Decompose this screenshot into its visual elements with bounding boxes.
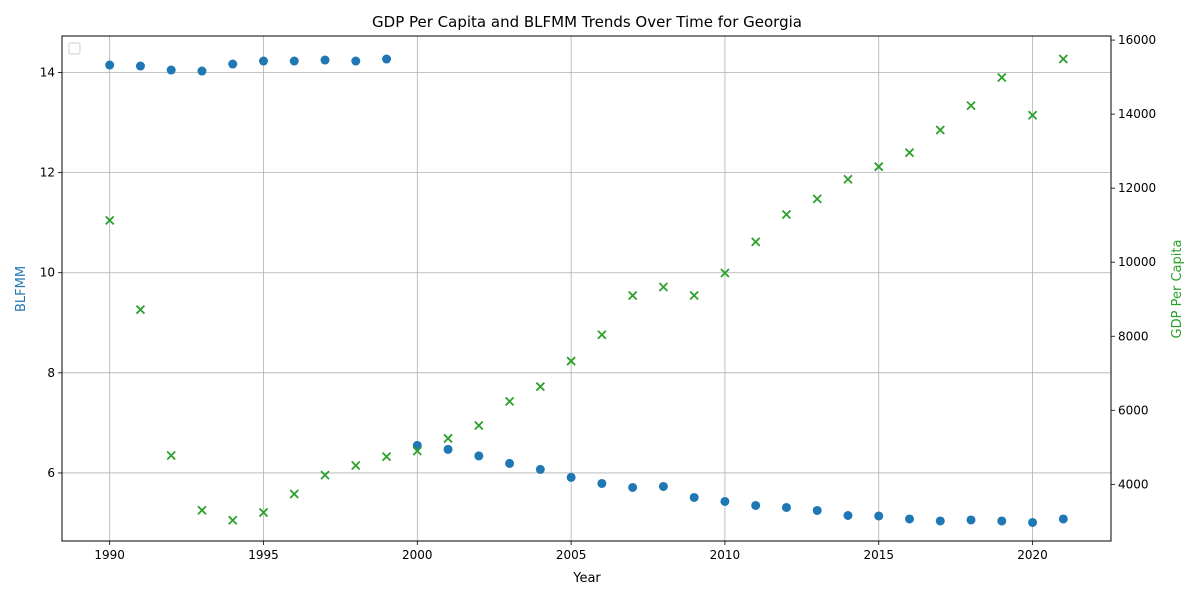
gdp-per-capita-series	[105, 54, 1068, 525]
gdp-point	[289, 489, 299, 499]
blfmm-point	[689, 492, 699, 502]
blfmm-point	[228, 59, 238, 69]
left-y-tick-label: 8	[47, 366, 55, 380]
blfmm-point	[874, 511, 884, 521]
gdp-point	[166, 450, 176, 461]
gdp-point	[412, 446, 422, 456]
right-y-tick-label: 14000	[1118, 107, 1156, 121]
blfmm-series	[105, 54, 1068, 527]
blfmm-point	[443, 444, 453, 454]
gdp-point	[874, 162, 884, 172]
plot-frame	[61, 35, 1112, 542]
gdp-point	[720, 268, 730, 278]
x-axis-ticks: 1990 1995 2000 2005 2010 2015 2020	[94, 541, 1048, 562]
gdp-point	[197, 505, 207, 515]
gdp-point	[812, 194, 822, 204]
left-y-tick-label: 12	[40, 166, 55, 180]
gdp-point	[228, 515, 238, 525]
blfmm-point	[258, 56, 268, 66]
right-y-tick-label: 10000	[1118, 255, 1156, 269]
gdp-point	[843, 174, 853, 184]
blfmm-point	[320, 55, 330, 65]
grid-layer	[62, 36, 1111, 541]
gdp-point	[597, 330, 607, 340]
gdp-point	[443, 433, 453, 444]
blfmm-point	[474, 451, 484, 461]
blfmm-point	[905, 514, 915, 524]
blfmm-point	[658, 481, 668, 491]
gdp-point	[628, 290, 638, 301]
gdp-point	[566, 356, 576, 366]
gdp-point	[351, 460, 361, 471]
gdp-point	[381, 451, 392, 462]
blfmm-point	[597, 478, 607, 488]
blfmm-point	[535, 464, 545, 474]
gdp-point	[1027, 110, 1038, 120]
blfmm-point	[966, 515, 976, 525]
x-tick-label: 2010	[710, 548, 741, 562]
blfmm-point	[751, 500, 761, 510]
left-y-tick-label: 6	[47, 466, 55, 480]
left-y-axis-ticks: 6 8 10 12 14	[40, 66, 62, 480]
blfmm-point	[135, 61, 145, 71]
gdp-point	[997, 72, 1007, 83]
blfmm-point	[1058, 514, 1068, 524]
gdp-point	[658, 282, 669, 292]
legend-box	[68, 42, 81, 55]
x-tick-label: 1990	[94, 548, 125, 562]
gdp-point	[105, 215, 115, 226]
blfmm-point	[935, 516, 945, 526]
gdp-point	[751, 237, 761, 247]
blfmm-point	[781, 502, 791, 512]
left-y-tick-label: 14	[40, 66, 55, 80]
blfmm-point	[720, 496, 730, 506]
gdp-point	[535, 381, 545, 392]
axes-frame	[61, 35, 1112, 542]
x-tick-label: 2020	[1017, 548, 1048, 562]
right-y-axis-label: GDP Per Capita	[1170, 240, 1185, 339]
gdp-point	[135, 304, 146, 315]
right-y-axis-ticks: 4000 6000 8000 10000 12000 14000 16000	[1111, 33, 1156, 491]
right-y-tick-label: 4000	[1118, 477, 1149, 491]
blfmm-point	[843, 510, 853, 520]
blfmm-point	[628, 482, 638, 492]
gdp-point	[935, 125, 945, 135]
x-axis-label: Year	[572, 571, 601, 586]
right-y-tick-label: 8000	[1118, 329, 1149, 343]
blfmm-point	[289, 56, 299, 66]
x-tick-label: 2000	[402, 548, 433, 562]
gdp-point	[504, 396, 515, 407]
gdp-point	[320, 470, 330, 480]
blfmm-point	[566, 472, 576, 482]
right-y-tick-label: 16000	[1118, 33, 1156, 47]
blfmm-point	[505, 458, 515, 468]
gdp-point	[904, 147, 915, 158]
x-tick-label: 2015	[863, 548, 894, 562]
right-y-tick-label: 6000	[1118, 403, 1149, 417]
gdp-point	[474, 420, 484, 431]
chart-title: GDP Per Capita and BLFMM Trends Over Tim…	[372, 13, 802, 31]
blfmm-point	[1028, 517, 1038, 527]
blfmm-point	[105, 60, 115, 70]
gdp-point	[1058, 54, 1068, 64]
blfmm-point	[197, 66, 207, 76]
gdp-point	[689, 290, 699, 301]
gdp-point	[258, 507, 269, 518]
gdp-point	[966, 100, 976, 111]
gdp-point	[781, 209, 792, 220]
x-tick-label: 2005	[556, 548, 587, 562]
left-y-axis-label: BLFMM	[14, 266, 29, 312]
left-y-tick-label: 10	[40, 266, 55, 280]
x-tick-label: 1995	[248, 548, 279, 562]
blfmm-point	[997, 516, 1007, 526]
blfmm-point	[382, 54, 392, 64]
right-y-tick-label: 12000	[1118, 181, 1156, 195]
blfmm-point	[812, 505, 822, 515]
blfmm-point	[166, 65, 176, 75]
blfmm-point	[351, 56, 361, 66]
